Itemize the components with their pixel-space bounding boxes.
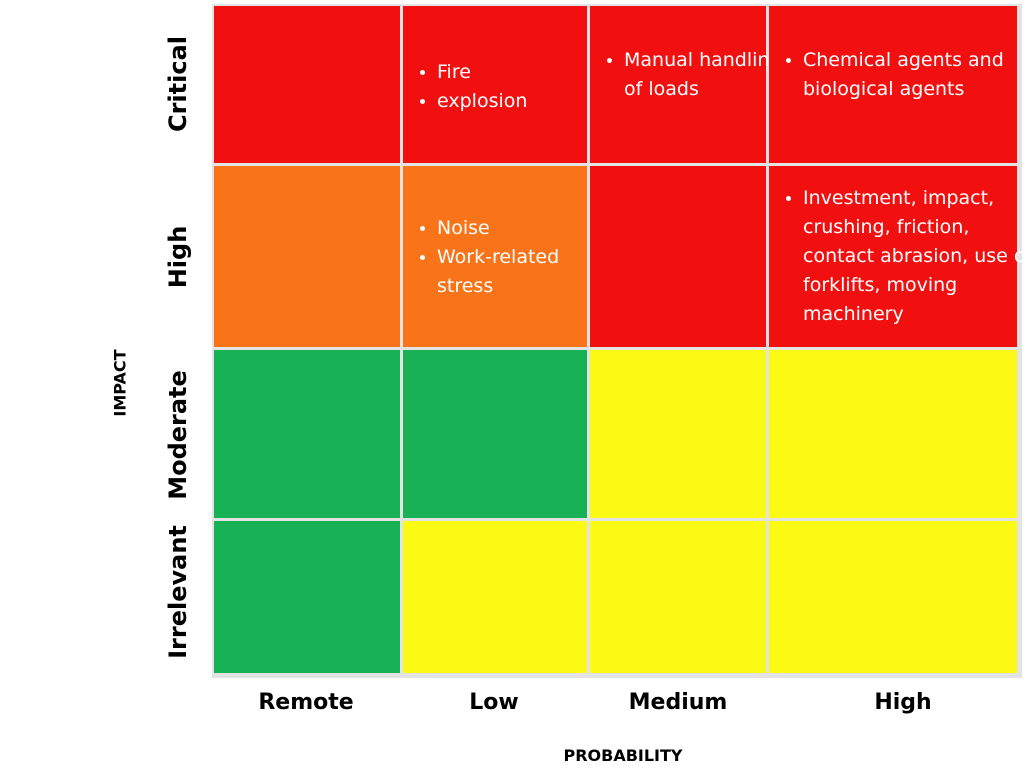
cell-irrelevant-high bbox=[769, 521, 1017, 673]
hazard-list: Fireexplosion bbox=[403, 58, 611, 116]
cell-irrelevant-medium bbox=[590, 521, 766, 673]
row-label-moderate: Moderate bbox=[164, 370, 192, 500]
matrix-grid: FireexplosionManual handling of loadsChe… bbox=[212, 4, 1024, 678]
hazard-item: explosion bbox=[437, 87, 611, 116]
cell-moderate-remote bbox=[214, 350, 400, 518]
hazard-list: Chemical agents and biological agents bbox=[769, 46, 1024, 104]
hazard-item: Investment, impact, crushing, friction, … bbox=[803, 184, 1024, 329]
row-label-critical: Critical bbox=[164, 35, 192, 133]
cell-irrelevant-low bbox=[403, 521, 587, 673]
cell-moderate-medium bbox=[590, 350, 766, 518]
cell-critical-high: Chemical agents and biological agents bbox=[769, 6, 1017, 163]
cell-moderate-low bbox=[403, 350, 587, 518]
row-label-irrelevant: Irrelevant bbox=[164, 525, 192, 659]
col-label-high: High bbox=[874, 690, 932, 715]
cell-critical-medium: Manual handling of loads bbox=[590, 6, 782, 163]
cell-high-remote bbox=[214, 166, 400, 347]
hazard-item: Work-related stress bbox=[437, 243, 611, 301]
hazard-item: Chemical agents and biological agents bbox=[803, 46, 1024, 104]
hazard-list: Investment, impact, crushing, friction, … bbox=[769, 184, 1024, 329]
cell-moderate-high bbox=[769, 350, 1017, 518]
hazard-item: Noise bbox=[437, 214, 611, 243]
cell-critical-remote bbox=[214, 6, 400, 163]
hazard-item: Manual handling of loads bbox=[624, 46, 798, 104]
cell-high-high: Investment, impact, crushing, friction, … bbox=[769, 166, 1024, 347]
row-label-high: High bbox=[164, 225, 192, 289]
cell-critical-low: Fireexplosion bbox=[403, 6, 587, 163]
hazard-list: NoiseWork-related stress bbox=[403, 214, 611, 301]
hazard-list: Manual handling of loads bbox=[590, 46, 798, 104]
hazard-item: Fire bbox=[437, 58, 611, 87]
cell-irrelevant-remote bbox=[214, 521, 400, 673]
y-axis-title: IMPACT bbox=[110, 349, 130, 417]
cell-high-low: NoiseWork-related stress bbox=[403, 166, 587, 347]
col-label-medium: Medium bbox=[628, 690, 728, 715]
cell-high-medium bbox=[590, 166, 766, 347]
x-axis-title: PROBABILITY bbox=[563, 746, 683, 765]
col-label-low: Low bbox=[469, 690, 519, 715]
col-label-remote: Remote bbox=[258, 690, 354, 715]
